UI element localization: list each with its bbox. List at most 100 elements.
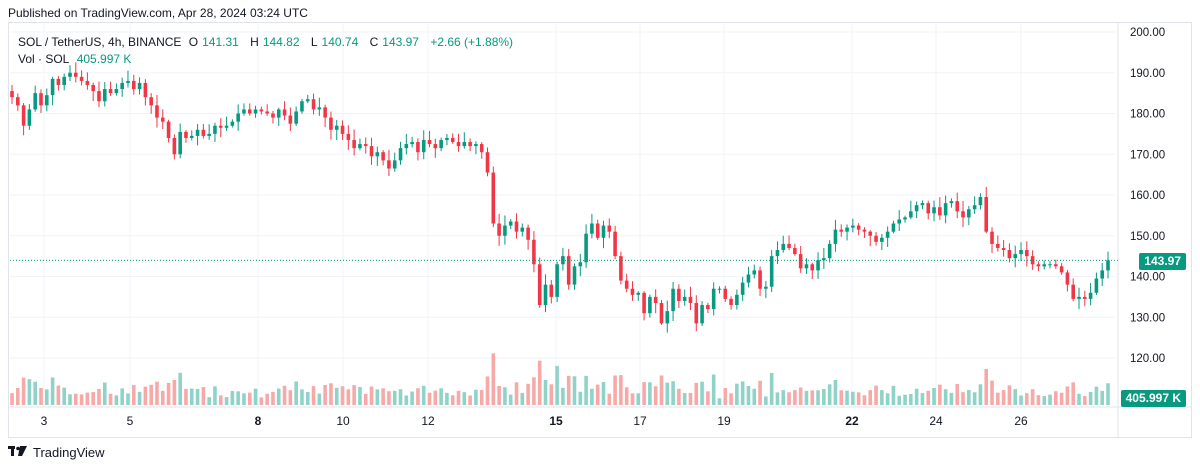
volume-bar (508, 394, 513, 405)
y-tick-label: 170.00 (1130, 149, 1165, 161)
volume-bar (932, 387, 936, 405)
volume-bar (903, 394, 907, 405)
candle-body (671, 288, 675, 312)
volume-bar (184, 388, 188, 405)
candle-body (224, 125, 229, 128)
candle-body (543, 284, 548, 306)
candle-body (1077, 296, 1081, 299)
volume-bar (601, 382, 606, 405)
volume-bar (990, 380, 994, 405)
candle-body (10, 91, 14, 98)
candle-body (665, 311, 670, 324)
candle-body (288, 115, 293, 124)
x-tick-label: 10 (336, 414, 350, 428)
volume-bar (253, 388, 258, 405)
candle-body (508, 221, 513, 226)
candle-body (1059, 266, 1064, 273)
volume-bar (137, 391, 142, 405)
candle-body (340, 125, 345, 134)
volume-bar (363, 393, 368, 405)
volume-bar (787, 392, 791, 405)
candle-body (740, 282, 745, 295)
candle-body (427, 139, 432, 145)
candle-body (392, 160, 397, 169)
volume-bar (543, 379, 548, 405)
volume-bar (271, 392, 275, 405)
volume-bar (1059, 392, 1064, 405)
volume-bar (427, 392, 432, 405)
candle-body (920, 203, 925, 206)
candle-body (497, 223, 501, 236)
candle-body (1019, 250, 1023, 255)
candle-body (195, 129, 200, 136)
volume-bar (804, 390, 809, 405)
candle-body (468, 142, 472, 147)
volume-bar (207, 397, 211, 405)
legend-volume-value: 405.997 K (76, 52, 132, 66)
legend-high-value: 144.82 (262, 35, 300, 49)
candle-body (526, 227, 530, 240)
volume-bar (578, 391, 583, 405)
candle-body (1088, 292, 1093, 299)
candle-body (961, 211, 965, 218)
y-tick-label: 130.00 (1130, 312, 1165, 324)
volume-bar (845, 390, 849, 405)
volume-bar (943, 389, 948, 405)
candle-body (967, 209, 971, 218)
volume-bar (816, 390, 820, 405)
volume-bar (323, 385, 327, 405)
candle-body (880, 237, 884, 242)
candle-body (810, 264, 815, 271)
candle-body (537, 264, 542, 306)
candle-body (358, 144, 362, 149)
volume-bar (949, 392, 954, 405)
volume-bar (526, 383, 530, 405)
volume-bar (1094, 386, 1099, 405)
candle-body (155, 105, 159, 118)
volume-bar (514, 382, 519, 405)
volume-bar (758, 380, 762, 405)
candle-body (566, 256, 571, 285)
candle-body (479, 144, 484, 153)
candle-body (613, 231, 617, 257)
volume-bar (996, 392, 1000, 405)
volume-bar (955, 384, 960, 405)
candle-body (271, 113, 275, 118)
volume-bar (149, 384, 153, 405)
legend-volume-row: Vol · SOL 405.997 K (18, 51, 517, 68)
volume-bar (56, 385, 61, 405)
volume-bar (468, 395, 472, 405)
candle-body (856, 225, 861, 230)
candle-body (73, 72, 78, 77)
volume-bar (474, 389, 478, 405)
volume-bar (700, 381, 704, 405)
volume-bar (874, 385, 878, 405)
volume-bar (909, 393, 913, 405)
volume-bar (479, 390, 484, 405)
volume-bar (178, 372, 182, 405)
candle-body (735, 294, 739, 306)
candle-body (207, 133, 211, 136)
volume-bar (584, 375, 588, 405)
volume-bar (642, 382, 646, 405)
volume-bar (851, 391, 855, 405)
chart-frame[interactable] (8, 22, 1192, 438)
y-tick-label: 200.00 (1130, 27, 1165, 39)
candle-body (943, 203, 948, 216)
candle-body (201, 129, 206, 136)
candle-body (404, 144, 409, 149)
volume-bar (810, 390, 815, 405)
volume-bar (619, 375, 623, 405)
candle-body (172, 137, 177, 155)
volume-bar (247, 392, 252, 405)
candle-body (1100, 270, 1104, 279)
candle-body (955, 201, 960, 212)
volume-bar (1077, 393, 1081, 405)
candle-body (595, 223, 600, 238)
volume-bar (880, 390, 884, 405)
candle-body (1065, 272, 1070, 285)
volume-bar (532, 377, 536, 405)
volume-bar (967, 389, 971, 405)
candle-body (746, 274, 751, 283)
